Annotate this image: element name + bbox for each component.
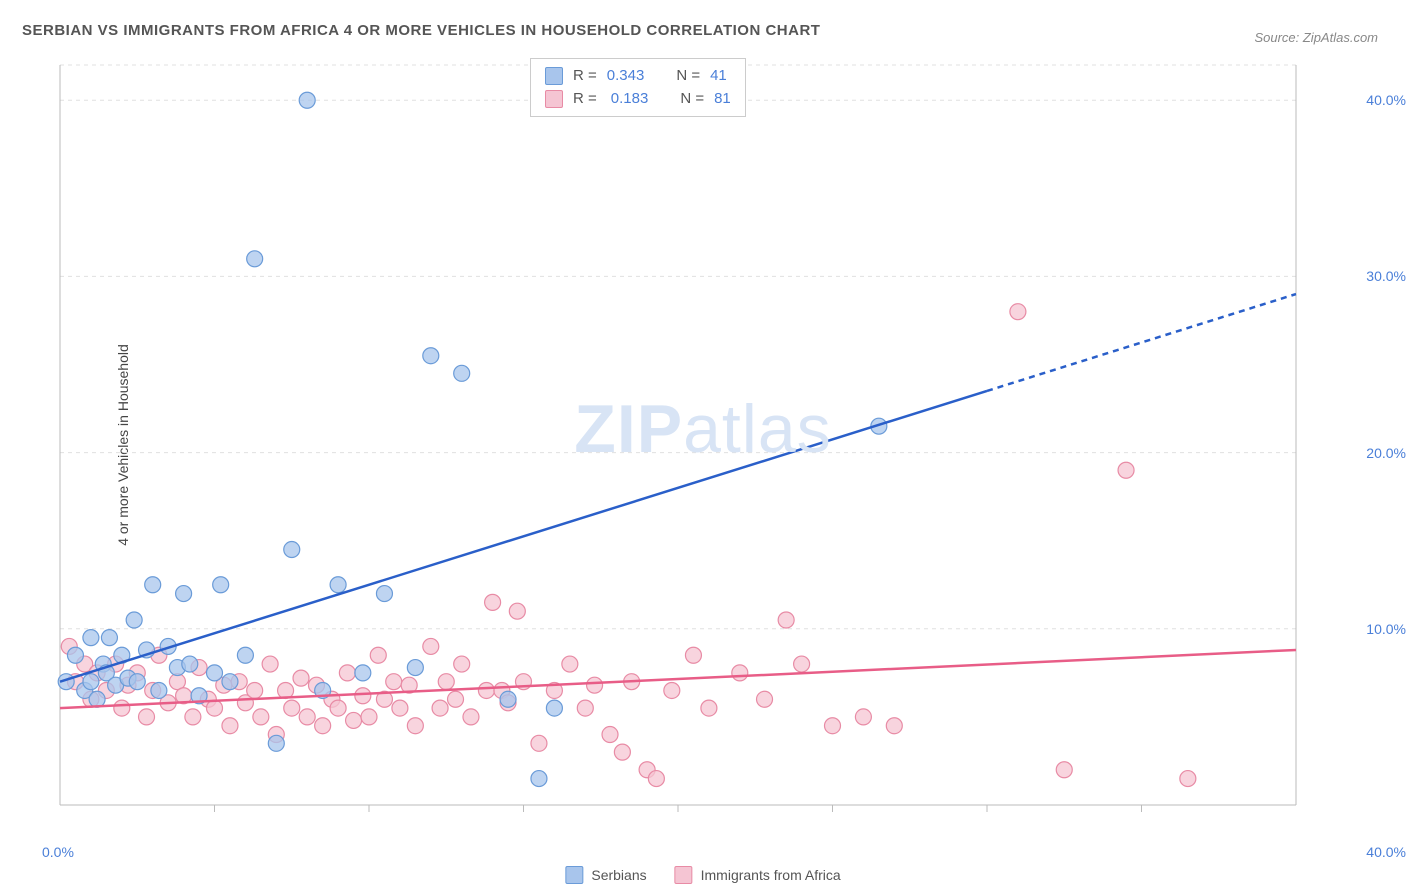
serbians-legend-swatch-icon: [565, 866, 583, 884]
immigrants-swatch-icon: [545, 90, 563, 108]
immigrants-legend-swatch-icon: [675, 866, 693, 884]
stats-row-serbians: R = 0.343 N = 41: [545, 65, 731, 88]
stats-row-immigrants: R = 0.183 N = 81: [545, 88, 731, 111]
legend-item-serbians: Serbians: [565, 866, 646, 884]
chart-title: SERBIAN VS IMMIGRANTS FROM AFRICA 4 OR M…: [22, 22, 820, 39]
legend-item-immigrants: Immigrants from Africa: [675, 866, 841, 884]
y-tick-label: 10.0%: [1366, 621, 1406, 637]
scatter-plot: [50, 55, 1356, 835]
x-axis-max-label: 40.0%: [1366, 844, 1406, 860]
y-tick-label: 30.0%: [1366, 268, 1406, 284]
y-tick-label: 20.0%: [1366, 445, 1406, 461]
serbians-swatch-icon: [545, 67, 563, 85]
correlation-stats-box: R = 0.343 N = 41 R = 0.183 N = 81: [530, 58, 746, 117]
series-legend: Serbians Immigrants from Africa: [565, 866, 840, 884]
source-attribution: Source: ZipAtlas.com: [1254, 30, 1378, 45]
y-tick-label: 40.0%: [1366, 92, 1406, 108]
chart-area: 4 or more Vehicles in Household 10.0%20.…: [50, 55, 1356, 835]
x-axis-min-label: 0.0%: [42, 844, 74, 860]
